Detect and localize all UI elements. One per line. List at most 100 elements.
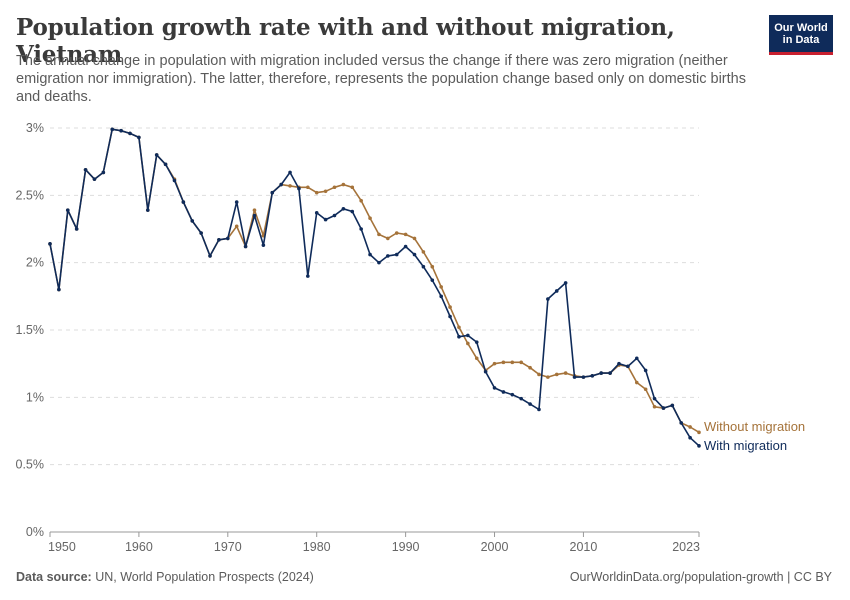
data-point-with-migration [386, 254, 390, 258]
data-point-with-migration [48, 242, 52, 246]
data-point-with-migration [163, 162, 168, 167]
data-point-without-migration [634, 380, 639, 385]
data-point-with-migration [243, 244, 248, 249]
data-point-with-migration [430, 278, 435, 282]
data-point-with-migration [199, 231, 203, 235]
data-point-with-migration [314, 211, 319, 215]
data-point-with-migration [323, 217, 328, 222]
data-point-with-migration [483, 369, 488, 374]
data-point-without-migration [519, 360, 523, 365]
data-point-with-migration [608, 371, 612, 375]
y-tick-label: 1.5% [16, 323, 45, 337]
data-point-with-migration [652, 396, 657, 401]
y-tick-label: 0% [26, 525, 44, 539]
data-point-without-migration [377, 232, 381, 237]
series-lines [48, 127, 701, 448]
x-tick-label: 1950 [48, 540, 76, 554]
data-point-with-migration [270, 190, 275, 195]
data-point-with-migration [572, 375, 577, 379]
data-point-without-migration [430, 264, 435, 269]
data-source: Data source: UN, World Population Prospe… [16, 570, 314, 584]
data-point-with-migration [110, 127, 115, 132]
series-labels: Without migration With migration [704, 419, 805, 453]
y-tick-label: 2.5% [16, 188, 45, 202]
data-point-without-migration [403, 232, 408, 237]
data-point-with-migration [341, 207, 346, 211]
x-tick-label: 1970 [214, 540, 242, 554]
data-point-with-migration [492, 386, 497, 390]
data-point-without-migration [546, 375, 550, 379]
x-tick-label: 2000 [481, 540, 509, 554]
data-point-with-migration [670, 403, 675, 408]
data-point-without-migration [306, 185, 310, 190]
data-source-text: UN, World Population Prospects (2024) [95, 570, 314, 584]
data-point-with-migration [306, 274, 310, 278]
data-point-without-migration [528, 365, 532, 370]
data-point-without-migration [386, 236, 390, 241]
grid-lines [50, 127, 699, 466]
data-point-with-migration [634, 356, 639, 361]
data-point-with-migration [145, 208, 150, 212]
data-point-with-migration [510, 392, 515, 397]
data-point-with-migration [394, 252, 399, 257]
data-point-with-migration [172, 178, 177, 183]
data-point-with-migration [661, 406, 666, 410]
data-point-with-migration [119, 128, 123, 133]
data-point-without-migration [510, 360, 515, 365]
data-point-with-migration [697, 444, 701, 448]
data-point-with-migration [501, 390, 506, 394]
y-tick-label: 0.5% [16, 458, 45, 472]
data-point-with-migration [101, 170, 106, 175]
data-point-without-migration [501, 360, 506, 365]
y-tick-label: 3% [26, 121, 44, 135]
data-point-with-migration [679, 421, 684, 425]
data-point-with-migration [65, 208, 70, 212]
data-point-without-migration [252, 208, 257, 212]
data-point-with-migration [537, 407, 541, 412]
data-point-without-migration [368, 216, 372, 221]
data-point-without-migration [234, 224, 239, 229]
x-tick-label: 1990 [392, 540, 420, 554]
data-point-with-migration [359, 227, 363, 231]
x-axis: 1950 1960 1970 1980 1990 2000 2010 2023 [48, 531, 700, 554]
data-point-with-migration [474, 340, 479, 344]
data-point-without-migration [439, 285, 443, 289]
data-point-with-migration [643, 368, 648, 373]
source-link[interactable]: OurWorldinData.org/population-growth | C… [569, 570, 832, 584]
data-point-with-migration [217, 237, 221, 242]
data-point-with-migration [279, 182, 283, 187]
data-point-with-migration [332, 213, 337, 218]
data-point-with-migration [528, 402, 532, 406]
data-point-with-migration [412, 252, 417, 257]
owid-logo[interactable]: Our World in Data [769, 15, 833, 55]
data-point-without-migration [421, 250, 426, 254]
data-point-with-migration [519, 396, 523, 401]
series-line-without-migration [49, 128, 700, 433]
data-point-without-migration [537, 372, 541, 377]
data-point-with-migration [226, 236, 230, 241]
data-point-with-migration [599, 371, 604, 375]
data-point-with-migration [154, 153, 159, 157]
data-point-with-migration [234, 200, 239, 204]
chart-subtitle: The annual change in population with mig… [16, 53, 746, 105]
data-point-without-migration [688, 425, 692, 429]
x-tick-label: 2010 [570, 540, 598, 554]
data-point-with-migration [252, 213, 257, 218]
data-point-with-migration [74, 227, 79, 231]
data-point-with-migration [137, 135, 141, 140]
data-point-with-migration [261, 243, 266, 247]
series-label-with-migration: With migration [704, 438, 787, 453]
data-point-with-migration [83, 167, 88, 172]
logo-line-2: in Data [782, 33, 820, 46]
data-point-with-migration [590, 373, 595, 378]
x-tick-label: 1980 [303, 540, 331, 554]
data-point-with-migration [368, 252, 372, 257]
data-point-with-migration [181, 200, 186, 204]
data-point-without-migration [563, 371, 568, 375]
data-point-with-migration [190, 219, 195, 223]
data-point-with-migration [554, 289, 559, 293]
data-point-without-migration [643, 387, 648, 392]
series-line-with-migration [49, 128, 700, 447]
data-point-with-migration [688, 435, 692, 440]
